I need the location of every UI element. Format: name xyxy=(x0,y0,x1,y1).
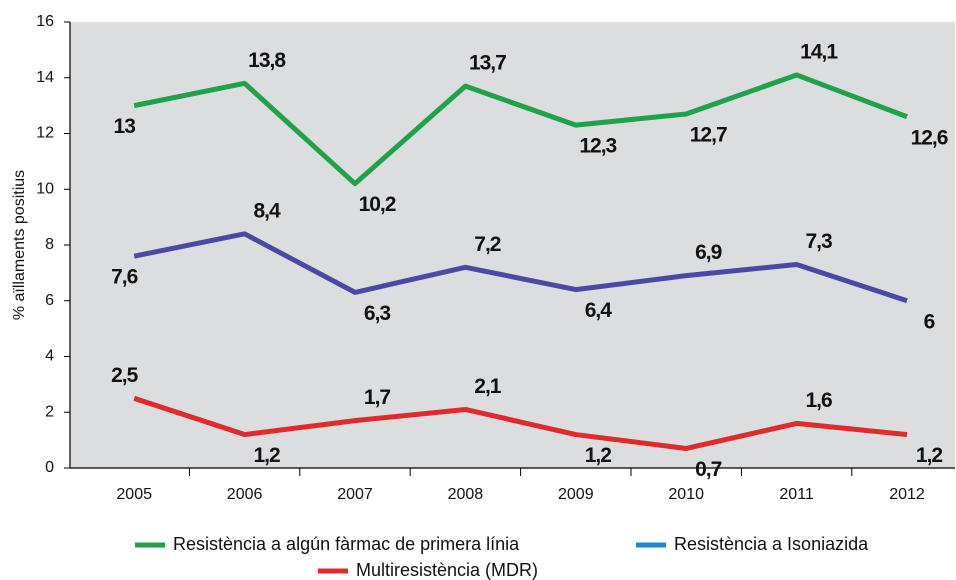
data-label: 7,3 xyxy=(805,230,832,253)
data-label: 2,1 xyxy=(474,375,502,398)
y-tick-label: 8 xyxy=(45,236,54,253)
x-tick-label: 2010 xyxy=(668,486,704,503)
y-tick-label: 0 xyxy=(45,459,54,476)
data-label: 7,2 xyxy=(474,233,501,256)
data-label: 2,5 xyxy=(111,364,139,387)
x-tick-label: 2011 xyxy=(779,486,814,503)
data-label: 13 xyxy=(114,115,136,138)
data-label: 13,7 xyxy=(469,52,506,75)
y-tick-label: 10 xyxy=(36,180,54,197)
y-tick-label: 16 xyxy=(36,13,54,30)
data-label: 6,3 xyxy=(364,302,391,325)
data-label: 1,7 xyxy=(364,386,391,409)
series-line xyxy=(133,72,908,187)
y-axis-label: % aïllaments positius xyxy=(11,170,28,320)
data-label: 10,2 xyxy=(359,193,396,216)
data-label: 7,6 xyxy=(111,266,138,289)
data-label: 0,7 xyxy=(695,458,722,481)
x-tick-label: 2012 xyxy=(889,486,925,503)
data-label: 6,4 xyxy=(585,299,613,322)
x-tick-label: 2005 xyxy=(116,486,152,503)
data-label: 1,6 xyxy=(805,389,832,412)
data-label: 14,1 xyxy=(800,41,838,64)
data-label: 1,2 xyxy=(585,444,612,467)
x-tick-label: 2006 xyxy=(227,486,263,503)
x-tick-label: 2009 xyxy=(558,486,594,503)
data-label: 12,3 xyxy=(579,135,616,158)
y-tick-label: 2 xyxy=(45,403,54,420)
y-tick-label: 6 xyxy=(45,292,54,309)
y-tick-label: 14 xyxy=(36,69,54,86)
legend-label: Multiresistència (MDR) xyxy=(356,560,538,580)
legend-label: Resistència a algún fàrmac de primera lí… xyxy=(173,534,520,554)
data-label: 12,6 xyxy=(911,126,948,149)
x-tick-label: 2007 xyxy=(337,486,373,503)
data-label: 6 xyxy=(924,310,935,333)
data-label: 1,2 xyxy=(253,444,280,467)
legend-label: Resistència a Isoniazida xyxy=(674,534,869,554)
series-line xyxy=(133,231,908,304)
data-label: 13,8 xyxy=(248,49,286,72)
data-label: 12,7 xyxy=(690,124,727,147)
data-label: 8,4 xyxy=(253,199,281,222)
plot-background xyxy=(70,22,955,468)
x-tick-label: 2008 xyxy=(448,486,484,503)
y-tick-label: 4 xyxy=(45,348,54,365)
data-label: 1,2 xyxy=(916,444,943,467)
y-tick-label: 12 xyxy=(36,125,54,142)
data-label: 6,9 xyxy=(695,241,722,264)
series-line xyxy=(133,395,908,451)
